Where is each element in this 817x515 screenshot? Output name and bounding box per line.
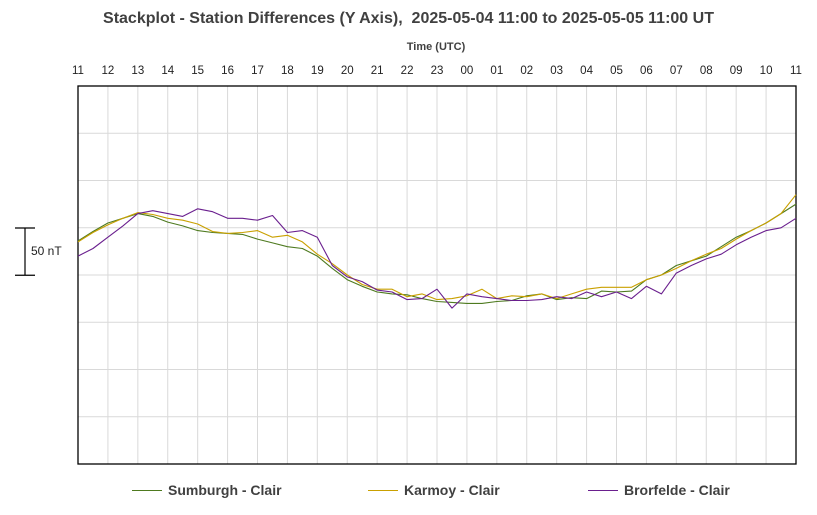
x-tick-label: 01 <box>490 65 503 77</box>
x-tick-label: 13 <box>131 65 144 77</box>
x-tick-label: 23 <box>431 65 444 77</box>
x-tick-label: 17 <box>251 65 264 77</box>
x-tick-label: 21 <box>371 65 384 77</box>
x-tick-label: 16 <box>221 65 234 77</box>
x-tick-label: 22 <box>401 65 414 77</box>
x-tick-label: 03 <box>550 65 563 77</box>
series-lines <box>77 194 797 309</box>
scale-bar <box>15 227 35 276</box>
series-line-brorfelde <box>77 208 797 309</box>
x-tick-label: 10 <box>760 65 773 77</box>
x-tick-label: 02 <box>520 65 533 77</box>
scale-bar-label: 50 nT <box>31 244 62 258</box>
series-line-sumburgh <box>77 203 797 304</box>
x-tick-label: 05 <box>610 65 623 77</box>
x-tick-label: 11 <box>790 65 802 77</box>
legend-label-sumburgh: Sumburgh - Clair <box>168 482 282 498</box>
x-tick-label: 07 <box>670 65 683 77</box>
grid <box>78 86 796 464</box>
x-tick-label: 06 <box>640 65 653 77</box>
x-tick-label: 09 <box>730 65 743 77</box>
x-tick-label: 18 <box>281 65 294 77</box>
x-tick-label: 15 <box>191 65 204 77</box>
legend-label-brorfelde: Brorfelde - Clair <box>624 482 730 498</box>
x-tick-label: 11 <box>72 65 84 77</box>
series-line-karmoy <box>77 194 797 301</box>
x-axis-title: Time (UTC) <box>406 41 466 53</box>
plot-frame <box>77 85 797 465</box>
x-tick-label: 20 <box>341 65 354 77</box>
x-tick-label: 00 <box>461 65 474 77</box>
x-tick-label: 08 <box>700 65 713 77</box>
x-tick-label: 04 <box>580 65 593 77</box>
x-tick-label: 14 <box>161 65 174 77</box>
chart-title: Stackplot - Station Differences (Y Axis)… <box>103 10 714 27</box>
legend-item-brorfelde: Brorfelde - Clair <box>588 482 730 498</box>
x-tick-label: 19 <box>311 65 324 77</box>
x-tick-labels: 11 12 13 14 15 16 17 18 19 20 21 22 23 00 01 02 03 04 05 06… <box>72 65 802 77</box>
legend-item-sumburgh: Sumburgh - Clair <box>132 482 282 498</box>
legend-label-karmoy: Karmoy - Clair <box>404 482 500 498</box>
legend-swatch-sumburgh <box>132 489 162 491</box>
legend-swatch-brorfelde <box>588 489 618 491</box>
legend-swatch-karmoy <box>368 489 398 491</box>
legend-item-karmoy: Karmoy - Clair <box>368 482 500 498</box>
x-tick-label: 12 <box>102 65 115 77</box>
